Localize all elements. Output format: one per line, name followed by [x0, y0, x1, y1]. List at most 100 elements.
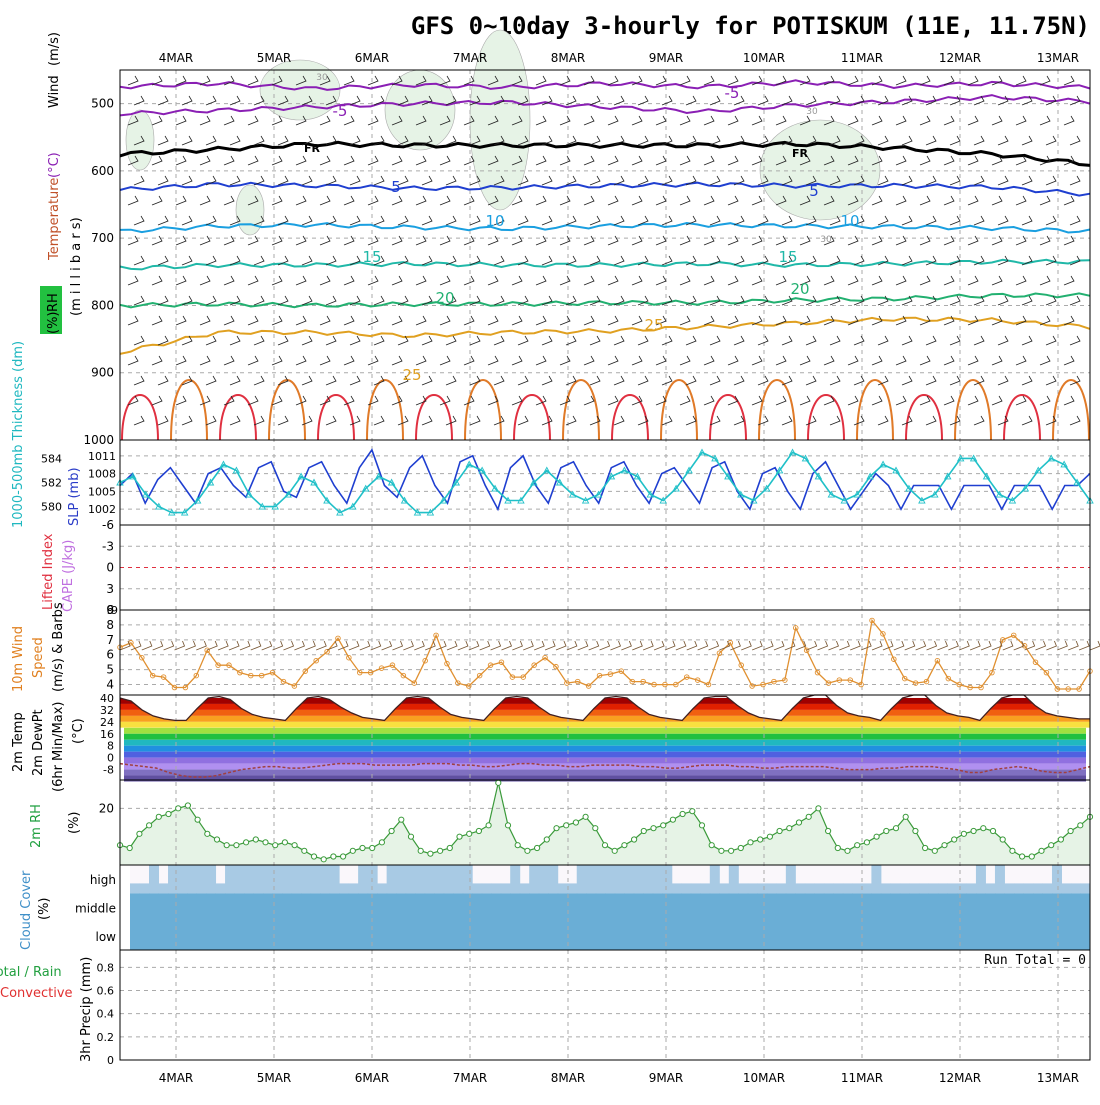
wind-barb — [247, 315, 259, 326]
wind-barb — [367, 315, 379, 326]
wind-barb — [199, 315, 211, 326]
wind-barb — [127, 115, 139, 126]
cloud-high-bar — [491, 883, 502, 894]
wind-barb-10m — [741, 640, 752, 651]
rh-point — [233, 842, 240, 849]
cloud-high-bar — [139, 883, 150, 894]
wind-speed-point — [182, 684, 189, 691]
upper-wind-unit: (m/s) — [47, 32, 62, 66]
wind-speed-point — [858, 681, 864, 688]
cloud-high-bar — [348, 883, 359, 894]
cloud-high-bar — [225, 865, 236, 894]
wind-barb-10m — [817, 640, 829, 651]
wind-barb-10m — [152, 640, 164, 651]
wind-barb-10m — [621, 640, 632, 651]
wind-barb — [925, 135, 937, 146]
wind-barb — [175, 315, 187, 326]
wind-barb — [823, 315, 835, 326]
rh-point — [388, 827, 395, 835]
wind-barb — [823, 75, 835, 86]
warm-lobe — [954, 379, 992, 441]
wind-barb — [973, 295, 985, 306]
wind10m-label-2: Speed — [31, 637, 46, 678]
wind-barb — [607, 395, 619, 406]
wind-barb — [535, 195, 547, 206]
wind-barb — [511, 155, 523, 166]
wind-barb — [805, 215, 817, 226]
wind-speed-point — [324, 649, 330, 655]
thickness-point — [905, 484, 913, 492]
isotherm-label: 10 — [840, 212, 859, 230]
wind-barb — [445, 215, 457, 226]
wind-barb — [1063, 235, 1075, 246]
wind-barb — [559, 275, 571, 286]
cloud-high-bar — [671, 883, 682, 894]
wind-barb — [1015, 75, 1027, 86]
wind-barb — [919, 195, 931, 206]
wind-ytick-label: 9 — [106, 603, 114, 617]
wind-barb-10m — [784, 640, 796, 651]
wind-speed-point — [389, 662, 396, 668]
wind-barb — [751, 155, 763, 166]
date-label-bottom: 6MAR — [355, 1071, 390, 1085]
cloud-high-bar — [747, 883, 758, 894]
upper-ytick-label: 500 — [91, 97, 114, 111]
wind-barb — [703, 115, 715, 126]
wind-speed-point — [455, 680, 461, 686]
wind-barb — [853, 295, 865, 306]
wind-barb-10m — [730, 640, 741, 651]
wind-barb — [559, 355, 571, 366]
wind-speed-point — [956, 681, 962, 688]
wind-barb — [439, 315, 451, 326]
isotherm-line-20 — [119, 292, 1091, 309]
wind-barb — [589, 135, 601, 146]
wind-barb — [991, 235, 1003, 246]
wind-barb — [703, 275, 715, 286]
wind-speed-point — [978, 684, 984, 691]
wind-barb — [565, 295, 577, 306]
wind-barb — [613, 415, 625, 426]
cloud-high-bar — [206, 865, 217, 894]
rh-point — [941, 842, 948, 849]
wind-barb — [493, 135, 505, 146]
cloud-high-bar — [662, 865, 673, 894]
wind-barb-10m — [599, 640, 611, 651]
wind-barb — [421, 215, 433, 226]
isotherm-label: 15 — [362, 248, 381, 266]
wind-barb — [511, 115, 523, 126]
wind-barb — [517, 135, 529, 146]
wind-barb — [847, 275, 859, 286]
wind-barb — [583, 235, 595, 246]
rh-point — [204, 830, 211, 837]
rh-point — [718, 847, 725, 854]
thickness-point — [866, 472, 874, 480]
wind-barb — [133, 135, 145, 146]
rh-point — [194, 816, 201, 823]
wind-barb — [391, 195, 403, 206]
wind-barb — [631, 355, 643, 366]
wind-barb — [661, 415, 673, 426]
wind-barb — [415, 235, 427, 246]
wind-barb — [397, 215, 409, 226]
cloud-level-label: high — [90, 873, 116, 887]
wind-speed-point — [400, 672, 407, 679]
wind-barb — [541, 415, 553, 426]
wind-barb-10m — [130, 640, 142, 651]
thickness-point — [607, 472, 616, 480]
wind-barb — [439, 115, 451, 126]
wind-barb — [967, 275, 979, 286]
wind-barb — [655, 115, 667, 126]
wind-barb — [901, 255, 913, 266]
temp-color-band — [124, 745, 1086, 752]
thickness-point — [581, 496, 590, 504]
wind-speed-point — [444, 660, 450, 667]
rh-point — [534, 844, 541, 852]
wind-barb — [469, 375, 481, 386]
wind-barb — [463, 275, 475, 286]
wind-barb — [391, 355, 403, 366]
wind-barb — [535, 75, 547, 86]
upper-temp-label: Temperature — [47, 178, 62, 261]
cloud-high-bar — [643, 865, 654, 894]
wind-barb — [607, 115, 619, 126]
rh-point — [543, 836, 550, 843]
